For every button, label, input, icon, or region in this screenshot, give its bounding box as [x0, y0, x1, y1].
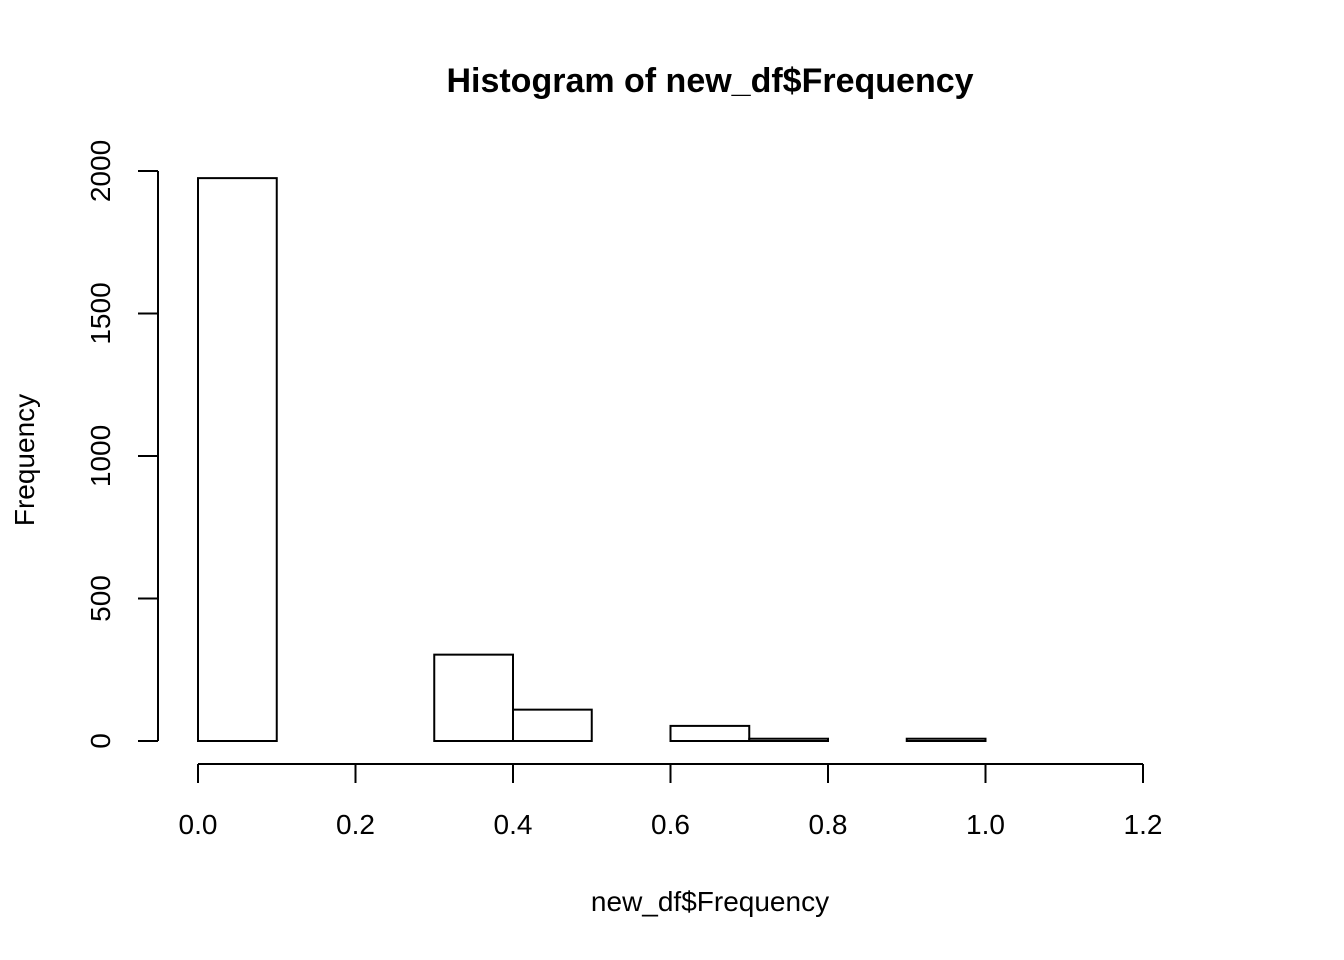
histogram-bar [669, 724, 751, 743]
y-tick-label: 500 [85, 575, 116, 622]
histogram-bar [905, 737, 987, 742]
histogram-bar [512, 708, 593, 743]
x-tick-label: 0.2 [336, 809, 375, 840]
y-axis-label: Frequency [9, 394, 40, 526]
x-tick-label: 0.0 [179, 809, 218, 840]
x-tick-label: 1.0 [966, 809, 1005, 840]
histogram-bar [433, 653, 514, 743]
histogram-bar [748, 737, 829, 742]
histogram-bars [197, 177, 987, 743]
chart-title: Histogram of new_df$Frequency [446, 62, 973, 100]
x-tick-label: 0.6 [651, 809, 690, 840]
x-axis: 0.0 0.2 0.4 0.6 0.8 1.0 1.2 [179, 763, 1163, 840]
y-tick-label: 1500 [85, 282, 116, 344]
y-tick-label: 1000 [85, 425, 116, 487]
histogram-bar [197, 177, 278, 742]
x-tick-label: 0.8 [809, 809, 848, 840]
y-axis: 0 500 1000 1500 2000 [85, 140, 159, 749]
y-tick-label: 0 [85, 733, 116, 749]
x-tick-label: 1.2 [1124, 809, 1163, 840]
x-tick-label: 0.4 [494, 809, 533, 840]
y-tick-label: 2000 [85, 140, 116, 202]
x-axis-label: new_df$Frequency [591, 886, 829, 917]
